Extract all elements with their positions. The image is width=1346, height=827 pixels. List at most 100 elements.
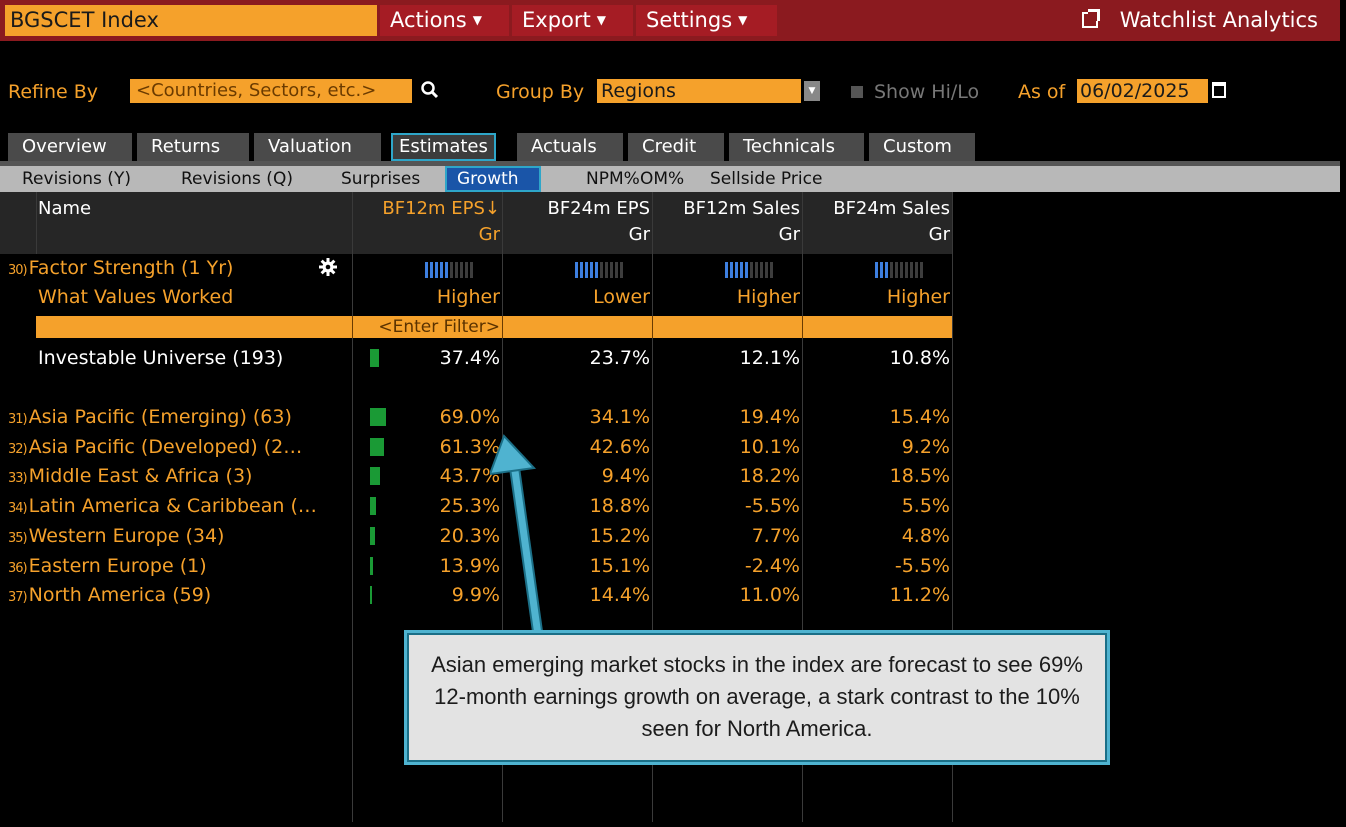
subtab-revisions-q[interactable]: Revisions (Q) [181, 169, 293, 189]
strength-segment [590, 262, 593, 278]
row-number: 32) [8, 442, 28, 457]
factor-strength-label: Factor Strength (1 Yr) [28, 257, 234, 279]
show-hilo-label: Show Hi/Lo [874, 81, 980, 103]
table-cell: 15.4% [889, 406, 950, 428]
strength-segment [920, 262, 923, 278]
strength-segment [900, 262, 903, 278]
tab-overview[interactable]: Overview [8, 133, 132, 161]
strength-segment [580, 262, 583, 278]
subtab-revisions-y[interactable]: Revisions (Y) [22, 169, 131, 189]
annotation-text: Asian emerging market stocks in the inde… [431, 652, 1083, 741]
chevron-down-icon[interactable]: ▼ [804, 81, 820, 101]
tab-actuals[interactable]: Actuals [517, 133, 623, 161]
column-header-bf24m-eps[interactable]: BF24m EPS Gr [506, 196, 650, 248]
strength-segment [740, 262, 743, 278]
strength-segment [575, 262, 578, 278]
strength-segment [725, 262, 728, 278]
annotation-arrow [490, 434, 544, 636]
refine-by-input[interactable]: <Countries, Sectors, etc.> [130, 79, 412, 103]
group-by-select[interactable]: Regions [597, 79, 801, 103]
subtab-npm[interactable]: NPM% [586, 169, 640, 189]
table-row[interactable]: 34) Latin America & Caribbean (… [8, 493, 317, 522]
strength-segment [915, 262, 918, 278]
gear-icon[interactable] [318, 257, 338, 277]
universe-value: 23.7% [589, 347, 650, 369]
column-header-name[interactable]: Name [38, 198, 92, 219]
tab-valuation[interactable]: Valuation [254, 133, 381, 161]
security-title[interactable]: BGSCET Index [5, 5, 377, 36]
table-cell: 20.3% [439, 525, 500, 547]
as-of-date-input[interactable]: 06/02/2025 [1077, 79, 1208, 103]
table-row[interactable]: 35) Western Europe (34) [8, 523, 224, 552]
search-icon[interactable] [420, 80, 440, 100]
strength-segment [465, 262, 468, 278]
tab-credit[interactable]: Credit [628, 133, 724, 161]
growth-bar [370, 586, 372, 604]
table-row[interactable]: 33) Middle East & Africa (3) [8, 463, 252, 492]
row-label: Western Europe (34) [28, 525, 225, 547]
growth-bar [370, 557, 373, 575]
actions-menu-label: Actions [390, 8, 467, 32]
tab-technicals[interactable]: Technicals [729, 133, 864, 161]
annotation-callout: Asian emerging market stocks in the inde… [404, 630, 1110, 765]
tab-estimates[interactable]: Estimates [391, 133, 496, 161]
table-cell: 18.8% [589, 495, 650, 517]
table-row[interactable]: 31) Asia Pacific (Emerging) (63) [8, 404, 292, 433]
dropdown-caret-icon: ▼ [596, 13, 606, 27]
growth-bar [370, 349, 379, 367]
subtab-surprises[interactable]: Surprises [341, 169, 421, 189]
table-cell: 9.9% [451, 584, 500, 606]
worked-value: Higher [736, 286, 800, 308]
export-window-icon[interactable] [1081, 9, 1100, 28]
strength-segment [730, 262, 733, 278]
tab-returns[interactable]: Returns [137, 133, 249, 161]
strength-segment [445, 262, 448, 278]
strength-segment [470, 262, 473, 278]
factor-strength-row[interactable]: 30) Factor Strength (1 Yr) [8, 255, 233, 284]
table-cell: -5.5% [894, 555, 950, 577]
subtab-growth[interactable]: Growth [445, 166, 541, 192]
growth-bar [370, 438, 384, 456]
strength-segment [585, 262, 588, 278]
dropdown-caret-icon: ▼ [738, 13, 748, 27]
table-row[interactable]: 36) Eastern Europe (1) [8, 553, 207, 582]
subtab-sellside-price[interactable]: Sellside Price [710, 169, 823, 189]
table-cell: -2.4% [744, 555, 800, 577]
actions-menu[interactable]: Actions ▼ [380, 5, 509, 36]
column-header-bf12m-sales-line2: Gr [778, 224, 800, 245]
watchlist-analytics-link[interactable]: Watchlist Analytics [1081, 5, 1318, 36]
export-menu[interactable]: Export ▼ [512, 5, 633, 36]
strength-segment [880, 262, 883, 278]
sub-tabs: Revisions (Y) Revisions (Q) Surprises Gr… [0, 166, 1340, 192]
tab-custom[interactable]: Custom [869, 133, 975, 161]
universe-value: 37.4% [439, 347, 500, 369]
table-cell: 4.8% [901, 525, 950, 547]
table-row[interactable]: 32) Asia Pacific (Developed) (2… [8, 434, 302, 463]
column-header-bf24m-sales-line2: Gr [928, 224, 950, 245]
table-row[interactable]: 37) North America (59) [8, 582, 211, 611]
table-cell: 11.2% [889, 584, 950, 606]
enter-filter-input[interactable]: <Enter Filter> [378, 317, 500, 337]
strength-segment [610, 262, 613, 278]
column-header-bf24m-sales[interactable]: BF24m Sales Gr [806, 196, 950, 248]
column-header-bf12m-eps-line2: Gr [478, 224, 500, 245]
what-values-worked-label: What Values Worked [38, 286, 234, 308]
subtab-om[interactable]: OM% [640, 169, 685, 189]
strength-segment [620, 262, 623, 278]
strength-segment [450, 262, 453, 278]
calendar-icon[interactable] [1212, 82, 1226, 98]
tabs-divider [0, 161, 1340, 166]
column-header-bf12m-eps[interactable]: BF12m EPS↓ Gr [356, 196, 500, 248]
investable-universe-label[interactable]: Investable Universe (193) [38, 347, 284, 369]
column-divider [802, 192, 803, 822]
filter-row[interactable] [36, 316, 952, 338]
export-menu-label: Export [522, 8, 591, 32]
row-label: Asia Pacific (Emerging) (63) [28, 406, 292, 428]
universe-value: 10.8% [889, 347, 950, 369]
column-header-bf12m-eps-line1: BF12m EPS↓ [382, 198, 500, 219]
show-hilo-checkbox[interactable] [851, 86, 863, 98]
column-header-bf12m-sales[interactable]: BF12m Sales Gr [656, 196, 800, 248]
table-header [0, 192, 952, 254]
table-cell: 25.3% [439, 495, 500, 517]
settings-menu[interactable]: Settings ▼ [636, 5, 777, 36]
